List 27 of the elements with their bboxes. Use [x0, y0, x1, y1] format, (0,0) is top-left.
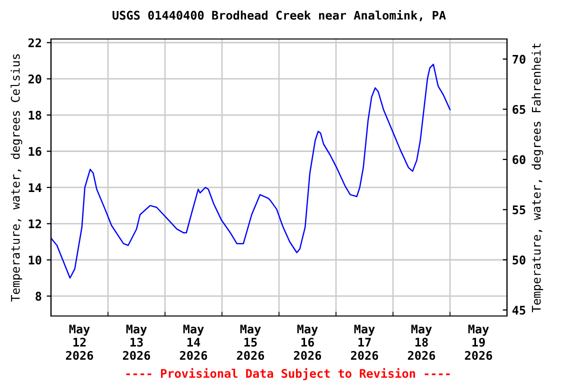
text: ---- Provisional Data Subject to Revision ---- — [126, 368, 450, 380]
x-tick-label: May 12 2026 — [66, 324, 94, 360]
y-tick-label: 20 — [28, 74, 42, 84]
x-tick-label: May 13 2026 — [122, 324, 150, 360]
y2-axis-title: Temperature, water, degrees Fahrenheit — [532, 44, 544, 312]
y-tick-label: 12 — [28, 219, 41, 228]
x-tick-label: May 18 2026 — [408, 324, 436, 360]
chart-title: USGS 01440400 Brodhead Creek near Analomink, PA — [112, 10, 446, 22]
x-tick-label: May 15 2026 — [236, 324, 264, 360]
y2-tick-label: 60 — [512, 155, 526, 164]
x-tick-label: May 14 2026 — [180, 324, 208, 360]
y-tick-label: 10 — [28, 256, 42, 265]
x-tick-label: May 19 2026 — [464, 324, 492, 360]
y-tick-label: 8 — [36, 292, 42, 301]
y2-tick-label: 65 — [512, 104, 526, 114]
x-tick-label: May 16 2026 — [294, 324, 322, 360]
x-tick-label: May 17 2026 — [350, 324, 378, 360]
y-tick-label: 22 — [28, 38, 41, 48]
y-tick-label: 16 — [28, 146, 42, 156]
y2-tick-label: 50 — [512, 256, 526, 264]
y2-tick-label: 70 — [512, 54, 526, 64]
line-series — [51, 64, 451, 279]
y-tick-label: 18 — [28, 110, 42, 120]
y-axis-title: Temperature, water, degrees Celsius — [10, 54, 22, 302]
y2-tick-label: 45 — [512, 306, 526, 315]
y-tick-label: 14 — [28, 183, 42, 192]
y2-tick-label: 55 — [512, 205, 526, 214]
